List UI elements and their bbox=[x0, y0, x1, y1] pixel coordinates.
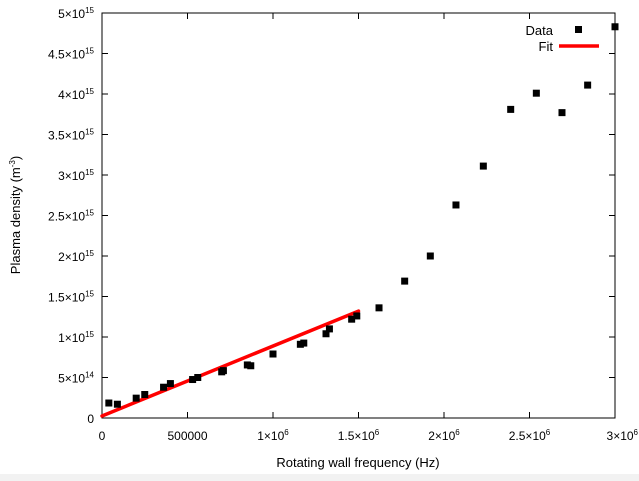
data-point bbox=[353, 312, 361, 320]
data-point bbox=[401, 277, 409, 285]
data-point bbox=[219, 367, 227, 375]
data-point bbox=[348, 315, 356, 323]
plot-frame bbox=[101, 12, 616, 419]
y-tick-label: 3×1015 bbox=[58, 168, 94, 183]
data-point bbox=[325, 325, 333, 333]
x-tick-label: 1.5×106 bbox=[338, 428, 380, 443]
data-point bbox=[160, 383, 168, 391]
data-point bbox=[426, 252, 434, 260]
data-point bbox=[166, 380, 174, 388]
y-axis-label: Plasma density (m-3) bbox=[8, 156, 23, 274]
x-tick-label: 3×106 bbox=[607, 428, 639, 443]
legend-fit-label: Fit bbox=[539, 39, 554, 54]
y-tick-label: 5×1015 bbox=[58, 6, 94, 21]
data-point bbox=[247, 362, 255, 370]
data-point bbox=[558, 109, 566, 117]
data-point bbox=[507, 105, 515, 113]
y-tick-label: 2×1015 bbox=[58, 249, 94, 264]
x-tick-label: 1×106 bbox=[257, 428, 289, 443]
y-tick-label: 4.5×1015 bbox=[48, 47, 94, 62]
data-point bbox=[189, 376, 197, 384]
data-series bbox=[105, 23, 619, 408]
legend-data-marker bbox=[575, 26, 582, 33]
data-point bbox=[452, 201, 460, 209]
data-point bbox=[269, 350, 277, 358]
fit-line bbox=[100, 309, 361, 418]
window-bottom-strip bbox=[0, 474, 639, 481]
data-point bbox=[611, 23, 619, 31]
data-point bbox=[479, 162, 487, 170]
y-tick-label: 1×1015 bbox=[58, 330, 94, 345]
y-tick-label: 4×1015 bbox=[58, 87, 94, 102]
legend: Data Fit bbox=[526, 23, 599, 54]
x-axis-ticks: 0 500000 1×106 1.5×106 2×106 2.5×106 3×106 bbox=[99, 13, 639, 443]
y-axis-ticks: 0 5×1014 1×1015 1.5×1015 2×1015 2.5×1015 3×101… bbox=[48, 6, 615, 426]
x-tick-label: 500000 bbox=[167, 429, 207, 443]
data-point bbox=[375, 304, 383, 312]
legend-data-label: Data bbox=[526, 23, 554, 38]
data-point bbox=[300, 339, 308, 347]
fit-series bbox=[100, 309, 361, 418]
data-point bbox=[105, 399, 113, 407]
y-tick-label: 3.5×1015 bbox=[48, 128, 94, 143]
x-axis-label: Rotating wall frequency (Hz) bbox=[276, 455, 439, 470]
x-tick-label: 2×106 bbox=[428, 428, 460, 443]
data-point bbox=[141, 391, 149, 399]
data-point bbox=[322, 330, 330, 338]
y-tick-label: 5×1014 bbox=[58, 371, 94, 386]
x-tick-label: 2.5×106 bbox=[509, 428, 551, 443]
x-tick-label: 0 bbox=[99, 429, 106, 443]
data-point bbox=[194, 374, 202, 381]
y-tick-label: 0 bbox=[87, 412, 94, 426]
y-tick-label: 1.5×1015 bbox=[48, 290, 94, 305]
data-point bbox=[132, 394, 140, 402]
y-tick-label: 2.5×1015 bbox=[48, 209, 94, 224]
data-point bbox=[532, 89, 540, 97]
data-point bbox=[584, 81, 592, 89]
data-point bbox=[113, 400, 121, 408]
